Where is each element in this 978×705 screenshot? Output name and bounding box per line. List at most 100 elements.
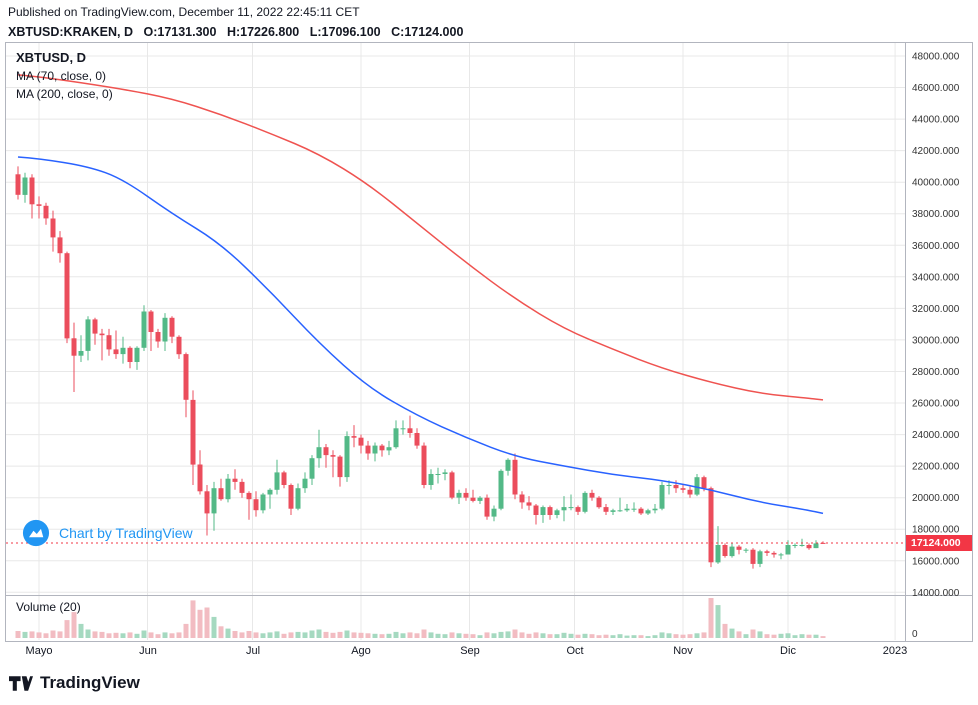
volume-bar [680,634,686,638]
candle-body [428,474,434,485]
price-tick-label: 20000.000 [912,493,960,504]
candle-body [687,489,693,495]
volume-bar [722,623,728,638]
volume-bar [92,631,98,638]
candle-body [197,464,203,492]
candle-body [281,472,287,485]
chart-container[interactable]: 48000.000 46000.000 44000.000 42000.000 4000… [5,42,973,642]
candle-body [736,546,742,550]
volume-bar [288,632,294,638]
candle-body [470,497,476,501]
candle-body [225,478,231,500]
footer: TradingView [0,661,978,705]
candle-body [680,488,686,490]
volume-bar [652,635,658,638]
candle-body [610,510,616,512]
candle-body [204,491,210,514]
volume-bar [519,632,525,638]
time-axis-label: Mayo [25,645,53,657]
price-tick-label: 30000.000 [912,335,960,346]
volume-bar [99,631,105,638]
volume-bar [666,633,672,638]
candle-body [64,253,70,339]
volume-bar [344,630,350,638]
candle-body [715,545,721,563]
candle-body [547,507,553,515]
close-label: C: [391,25,405,39]
candle-body [645,510,651,514]
candle-body [526,502,532,506]
candle-body [491,508,497,517]
time-axis-label: Oct [566,645,584,657]
price-chart-canvas[interactable]: 48000.000 46000.000 44000.000 42000.000 4000… [6,43,972,641]
volume-bar [218,626,224,639]
volume-bar [386,633,392,638]
close-value: 17124.000 [404,25,464,39]
candle-body [575,507,581,512]
tradingview-attribution-link[interactable]: Chart by TradingView [22,519,193,547]
volume-bar [260,633,266,638]
volume-bar [22,631,28,638]
candle-body [414,433,420,446]
volume-bar [50,630,56,638]
candle-body [106,335,112,350]
candle-body [449,472,455,498]
candle-body [71,338,77,356]
tradingview-cloud-icon [22,519,50,547]
volume-bar [659,632,665,638]
volume-bar [302,632,308,638]
volume-bar [673,634,679,638]
candle-body [617,510,623,512]
candle-body [309,458,315,479]
volume-bar [239,632,245,638]
volume-bar [43,633,49,638]
volume-bar [736,631,742,638]
volume-bar [645,636,651,638]
tradingview-brand-link[interactable]: TradingView [9,673,140,693]
volume-bar [400,633,406,638]
candle-body [218,488,224,500]
open-label: O: [143,25,158,39]
volume-bar [134,633,140,638]
volume-bar [624,635,630,638]
volume-bar [799,634,805,638]
candle-body [582,492,588,512]
time-axis-label: 2023 [882,645,908,657]
volume-bar [421,629,427,638]
volume-bar [323,631,329,638]
volume-bar [484,632,490,638]
candle-body [232,478,238,482]
candle-body [120,347,126,355]
published-caption: Published on TradingView.com, December 1… [8,5,360,19]
volume-bar [729,628,735,638]
candle-body [533,505,539,515]
candle-body [652,508,658,511]
price-tick-label: 24000.000 [912,430,960,441]
volume-bar [526,633,532,638]
volume-bar [610,635,616,638]
candle-body [568,507,574,509]
candle-body [540,507,546,515]
last-price-badge: 17124.000 [906,535,972,551]
candle-body [638,508,644,514]
volume-bar [127,632,133,638]
ohlc-high: H:17226.800 [227,25,299,39]
volume-bar [498,631,504,638]
candle-body [169,317,175,337]
time-axis-label: Nov [673,645,693,657]
time-axis[interactable]: Mayo Jun Jul Ago Sep Oct Nov Dic 2023 [5,642,973,661]
volume-bar [715,605,721,638]
volume-bar [813,634,819,638]
volume-bar [505,631,511,638]
price-tick-label: 16000.000 [912,556,960,567]
volume-bar [778,633,784,638]
candle-body [820,542,826,544]
candle-body [127,347,133,362]
volume-bar [15,631,21,638]
volume-bar [190,600,196,638]
price-tick-label: 34000.000 [912,272,960,283]
price-tick-label: 38000.000 [912,209,960,220]
volume-bar [631,635,637,638]
time-axis-label: Jul [245,645,261,657]
candle-body [29,177,35,205]
